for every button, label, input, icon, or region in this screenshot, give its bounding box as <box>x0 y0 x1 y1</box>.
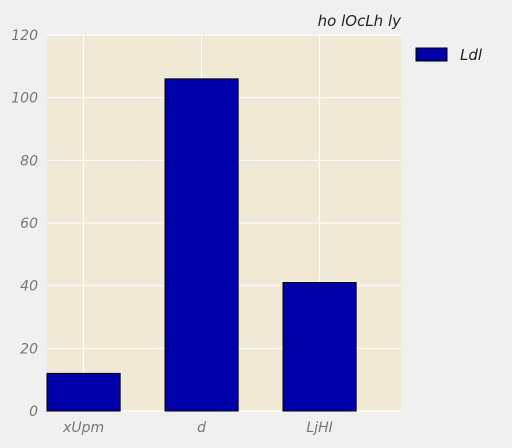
chart-title: ho lOcLh ly <box>318 12 402 30</box>
legend-label: Ldl <box>460 46 483 64</box>
bar-xUpm <box>47 373 120 411</box>
y-tick-label: 120 <box>11 28 38 44</box>
y-tick-label: 60 <box>20 216 38 232</box>
y-tick-label: 0 <box>29 404 38 420</box>
y-tick-label: 100 <box>11 91 38 107</box>
y-tick-label: 80 <box>20 153 38 169</box>
y-axis-ticks: 0 20 40 60 80 100 120 <box>11 28 38 420</box>
y-tick-label: 40 <box>20 279 38 295</box>
legend-swatch <box>416 48 447 61</box>
x-tick-label: LjHI <box>306 420 332 436</box>
bar-d <box>165 79 238 411</box>
bar-LjHI <box>283 283 356 411</box>
y-tick-label: 20 <box>20 341 38 357</box>
x-tick-label: xUpm <box>62 420 104 436</box>
legend: Ldl <box>416 46 483 64</box>
x-tick-label: d <box>197 420 206 436</box>
x-axis-ticks: xUpm d LjHI <box>62 420 333 436</box>
